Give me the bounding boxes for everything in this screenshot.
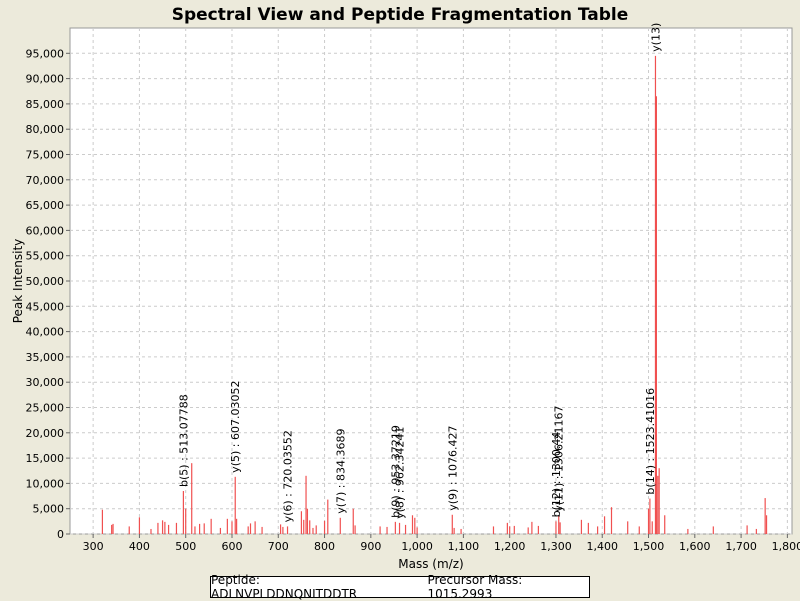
peptide-label: Peptide: ADLNVPLDDNQNITDDTR <box>211 573 358 601</box>
y-tick-label: 75,000 <box>26 149 65 162</box>
chart-title: Spectral View and Peptide Fragmentation … <box>172 5 629 25</box>
x-tick-label: 1,800 <box>772 540 800 553</box>
x-tick-label: 1,400 <box>586 540 618 553</box>
peak-annotation: y(7) : 834.3689 <box>334 429 347 514</box>
peak-annotation: y(11) : 1306.21167 <box>553 406 566 512</box>
peak-annotation: y(5) : 607.03052 <box>229 381 242 473</box>
y-tick-label: 25,000 <box>26 402 65 415</box>
spectrum-chart: Spectral View and Peptide Fragmentation … <box>11 5 800 571</box>
precursor-mass-label: Precursor Mass: 1015.2993 <box>427 573 523 601</box>
peptide-info-box: Peptide: ADLNVPLDDNQNITDDTR Precursor Ma… <box>210 573 590 601</box>
y-tick-label: 60,000 <box>26 224 65 237</box>
x-tick-label: 1,000 <box>401 540 433 553</box>
peak-annotation: b(9) : 953.37219 <box>389 425 402 518</box>
y-tick-label: 5,000 <box>33 503 65 516</box>
peaks-layer <box>101 55 768 534</box>
y-tick-label: 50,000 <box>26 275 65 288</box>
x-tick-label: 1,700 <box>725 540 757 553</box>
y-axis: 0 5,000 10,000 15,000 20,000 25,000 30,000 35,0… <box>26 47 70 541</box>
y-tick-label: 85,000 <box>26 98 65 111</box>
grid-lines <box>70 28 792 535</box>
x-axis: 300 400 500 600 700 800 900 1,000 1,100 1,200 1,30… <box>83 534 800 553</box>
peak-annotation: y(9) : 1076.427 <box>446 425 459 510</box>
x-tick-label: 500 <box>175 540 196 553</box>
y-tick-label: 70,000 <box>26 174 65 187</box>
y-axis-label: Peak Intensity <box>11 239 25 324</box>
x-tick-label: 1,100 <box>448 540 480 553</box>
x-tick-label: 1,300 <box>540 540 572 553</box>
y-tick-label: 20,000 <box>26 427 65 440</box>
x-tick-label: 700 <box>268 540 289 553</box>
y-tick-label: 65,000 <box>26 199 65 212</box>
x-tick-label: 1,500 <box>633 540 665 553</box>
y-tick-label: 0 <box>57 528 64 541</box>
y-tick-label: 15,000 <box>26 452 65 465</box>
x-tick-label: 800 <box>314 540 335 553</box>
y-tick-label: 40,000 <box>26 326 65 339</box>
peak-annotation: y(13) <box>649 23 662 52</box>
peak-annotation: y(6) : 720.03552 <box>282 430 295 522</box>
y-tick-label: 35,000 <box>26 351 65 364</box>
x-tick-label: 600 <box>221 540 242 553</box>
y-tick-label: 55,000 <box>26 250 65 263</box>
y-tick-label: 30,000 <box>26 376 65 389</box>
y-tick-label: 95,000 <box>26 47 65 60</box>
peak-annotation: b(14) : 1523.41016 <box>644 388 657 495</box>
x-axis-label: Mass (m/z) <box>398 557 463 571</box>
x-tick-label: 1,200 <box>494 540 526 553</box>
x-tick-label: 1,600 <box>679 540 711 553</box>
x-tick-label: 900 <box>360 540 381 553</box>
peak-annotation: b(12) : 1300.44 <box>550 432 563 518</box>
y-tick-label: 90,000 <box>26 73 65 86</box>
x-tick-label: 400 <box>129 540 150 553</box>
peak-annotation: y(8) : 962.34241 <box>394 427 407 519</box>
x-tick-label: 300 <box>83 540 104 553</box>
peak-annotation: b(5) : 513.07788 <box>177 394 190 487</box>
y-tick-label: 45,000 <box>26 300 65 313</box>
y-tick-label: 80,000 <box>26 123 65 136</box>
annotations-layer: b(5) : 513.07788 y(5) : 607.03052 y(6) : 7… <box>177 23 662 523</box>
y-tick-label: 10,000 <box>26 477 65 490</box>
